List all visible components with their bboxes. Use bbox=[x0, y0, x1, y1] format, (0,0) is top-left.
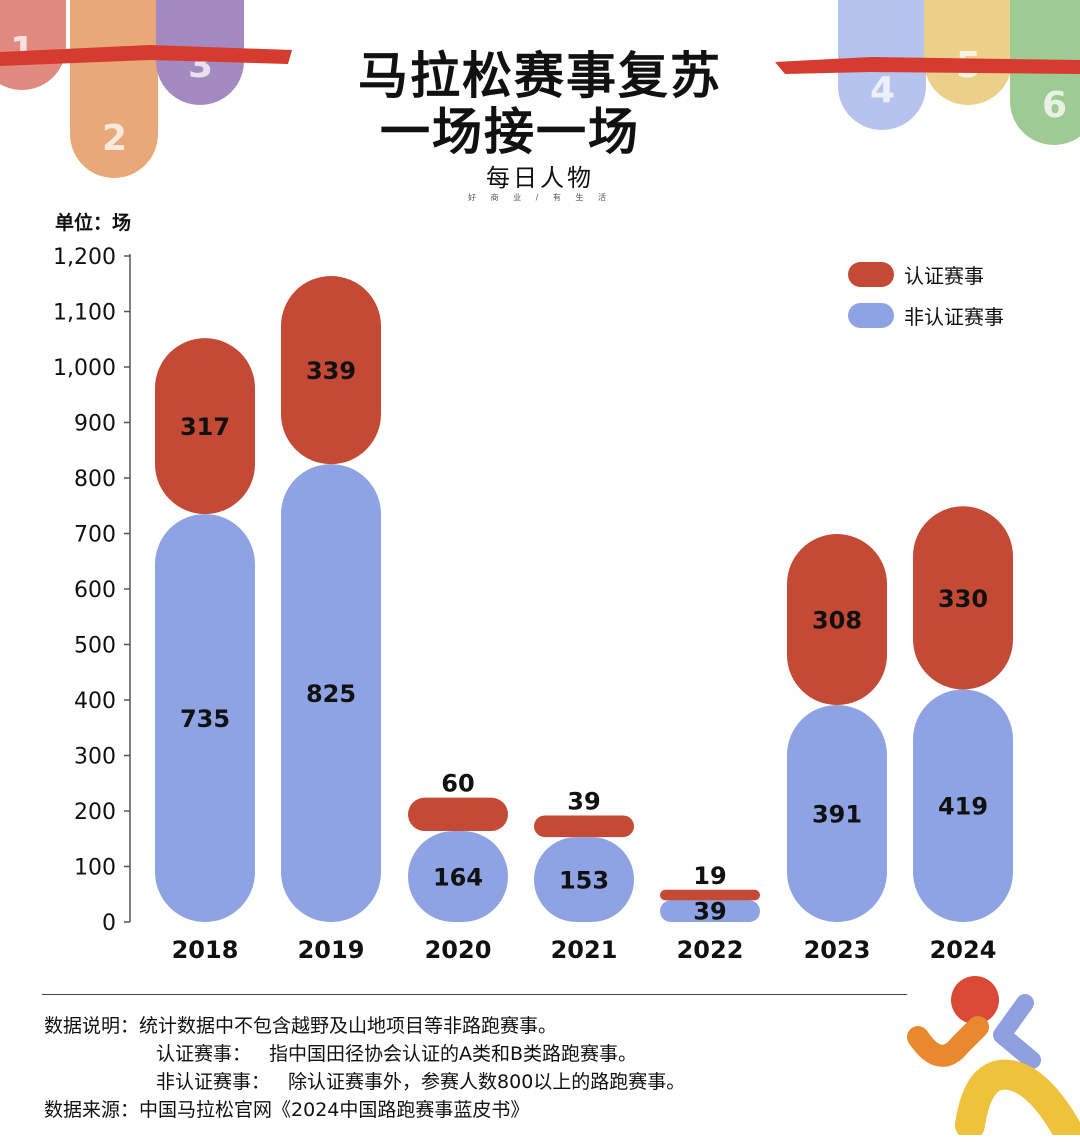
legend-label-noncertified: 非认证赛事 bbox=[904, 305, 1004, 329]
bar-certified-2021 bbox=[534, 815, 634, 838]
legend-item-certified: 认证赛事 bbox=[848, 260, 984, 289]
data-label-noncertified-2020: 164 bbox=[433, 863, 483, 891]
deco-tab-number-4: 4 bbox=[870, 70, 896, 111]
data-label-noncertified-2019: 825 bbox=[306, 680, 356, 708]
y-tick-label: 1,200 bbox=[53, 245, 116, 270]
data-label-certified-2022: 19 bbox=[693, 862, 726, 890]
legend-label-certified: 认证赛事 bbox=[904, 264, 984, 288]
bar-certified-2022 bbox=[660, 889, 760, 901]
title-line-1: 马拉松赛事复苏 bbox=[358, 47, 722, 105]
data-label-certified-2019: 339 bbox=[306, 357, 356, 385]
notes-divider bbox=[42, 994, 907, 995]
y-tick-label: 600 bbox=[74, 578, 116, 603]
bar-noncertified-2018 bbox=[155, 514, 255, 922]
bar-certified-2024 bbox=[913, 506, 1013, 690]
bar-noncertified-2021 bbox=[534, 837, 634, 922]
brand-logo-text: 每日人物 bbox=[486, 164, 594, 192]
note-source-label: 数据来源： bbox=[44, 1099, 140, 1121]
y-tick-label: 1,100 bbox=[53, 301, 116, 326]
bar-noncertified-2020 bbox=[408, 830, 508, 922]
note-cert-label: 认证赛事： bbox=[156, 1043, 252, 1065]
notes-block: 数据说明：统计数据中不包含越野及山地项目等非路跑赛事。 认证赛事： 指中国田径协会… bbox=[44, 1012, 685, 1124]
y-tick-label: 500 bbox=[74, 634, 116, 659]
runner-logo-icon bbox=[907, 976, 1080, 1135]
data-label-noncertified-2022: 39 bbox=[693, 897, 726, 925]
legend-swatch-noncertified bbox=[848, 303, 894, 328]
y-tick-label: 0 bbox=[102, 911, 116, 936]
title-line-2: 一场接一场 bbox=[380, 103, 640, 161]
bar-noncertified-2023 bbox=[787, 704, 887, 922]
bar-noncertified-2024 bbox=[913, 689, 1013, 922]
bar-noncertified-2022 bbox=[660, 900, 760, 922]
y-tick-label: 300 bbox=[74, 745, 116, 770]
y-tick-label: 200 bbox=[74, 800, 116, 825]
x-tick-label: 2024 bbox=[930, 936, 997, 964]
note-noncertified: 非认证赛事： 除认证赛事外，参赛人数800以上的路跑赛事。 bbox=[44, 1068, 685, 1096]
note-source-text: 中国马拉松官网《2024中国路跑赛事蓝皮书》 bbox=[139, 1099, 530, 1121]
note-cert-text: 指中国田径协会认证的A类和B类路跑赛事。 bbox=[269, 1043, 638, 1065]
note-desc-label: 数据说明： bbox=[44, 1015, 140, 1037]
x-tick-label: 2019 bbox=[298, 936, 365, 964]
legend-swatch-certified bbox=[848, 262, 894, 287]
logo-body bbox=[955, 1059, 1080, 1135]
deco-tab-5 bbox=[924, 0, 1012, 105]
note-noncert-text: 除认证赛事外，参赛人数800以上的路跑赛事。 bbox=[288, 1071, 686, 1093]
data-label-certified-2023: 308 bbox=[812, 607, 862, 635]
bar-certified-2023 bbox=[787, 534, 887, 705]
stacked-bar-chart: 0 100 200 300 400 500 600 700 800 900 1,000 1,100 1,… bbox=[53, 245, 1013, 964]
data-label-certified-2021: 39 bbox=[567, 787, 600, 815]
deco-tab-1 bbox=[0, 0, 66, 90]
unit-label: 单位：场 bbox=[55, 212, 132, 234]
note-certified: 认证赛事： 指中国田径协会认证的A类和B类路跑赛事。 bbox=[44, 1040, 685, 1068]
bar-certified-2019 bbox=[281, 275, 381, 465]
data-label-noncertified-2024: 419 bbox=[938, 793, 988, 821]
deco-tab-number-6: 6 bbox=[1042, 85, 1068, 126]
x-tick-label: 2021 bbox=[551, 936, 618, 964]
y-tick-label: 400 bbox=[74, 689, 116, 714]
note-description: 数据说明：统计数据中不包含越野及山地项目等非路跑赛事。 bbox=[44, 1012, 685, 1040]
legend-item-noncertified: 非认证赛事 bbox=[848, 301, 1004, 330]
note-noncert-label: 非认证赛事： bbox=[156, 1071, 271, 1093]
logo-arm-right bbox=[993, 994, 1041, 1069]
y-tick-label: 700 bbox=[74, 523, 116, 548]
y-tick-label: 900 bbox=[74, 412, 116, 437]
bar-noncertified-2019 bbox=[281, 464, 381, 922]
decorative-ribbons bbox=[0, 45, 1080, 74]
deco-tab-2 bbox=[70, 0, 158, 178]
y-tick-label: 100 bbox=[74, 856, 116, 881]
x-tick-label: 2022 bbox=[677, 936, 744, 964]
ribbon-left bbox=[0, 45, 292, 66]
x-tick-label: 2020 bbox=[425, 936, 492, 964]
logo-arm-left bbox=[907, 1016, 989, 1067]
bar-certified-2018 bbox=[155, 338, 255, 515]
brand-subtitle: 好 商 业 / 有 生 活 bbox=[468, 193, 612, 202]
data-label-noncertified-2021: 153 bbox=[559, 867, 609, 895]
data-label-certified-2020: 60 bbox=[441, 770, 474, 798]
x-tick-label: 2023 bbox=[804, 936, 871, 964]
logo-head bbox=[951, 976, 999, 1024]
x-tick-label: 2018 bbox=[172, 936, 239, 964]
data-label-noncertified-2018: 735 bbox=[180, 705, 230, 733]
y-tick-label: 800 bbox=[74, 467, 116, 492]
y-tick-label: 1,000 bbox=[53, 356, 116, 381]
deco-tab-number-2: 2 bbox=[102, 118, 128, 159]
bar-certified-2020 bbox=[408, 797, 508, 831]
data-label-certified-2018: 317 bbox=[180, 413, 230, 441]
data-label-noncertified-2023: 391 bbox=[812, 800, 862, 828]
note-source: 数据来源：中国马拉松官网《2024中国路跑赛事蓝皮书》 bbox=[44, 1096, 685, 1124]
note-desc-text: 统计数据中不包含越野及山地项目等非路跑赛事。 bbox=[139, 1015, 558, 1037]
data-label-certified-2024: 330 bbox=[938, 585, 988, 613]
ribbon-right bbox=[775, 57, 1080, 74]
